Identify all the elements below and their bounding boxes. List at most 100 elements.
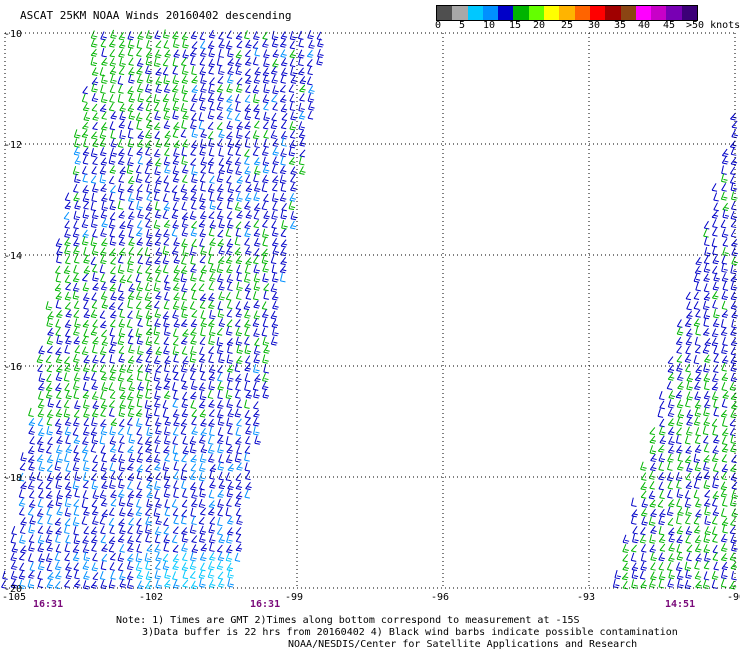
- wind-barb: [236, 40, 243, 49]
- wind-barb: [82, 193, 90, 203]
- wind-barb: [640, 472, 647, 481]
- wind-barb: [110, 570, 116, 580]
- wind-barb: [127, 525, 133, 535]
- wind-barb: [667, 356, 674, 365]
- wind-barb: [704, 506, 711, 516]
- wind-barb: [127, 256, 134, 266]
- wind-barb: [46, 364, 53, 373]
- wind-barb: [119, 191, 125, 201]
- wind-barb: [145, 571, 153, 581]
- wind-barb: [127, 299, 133, 309]
- wind-barb: [181, 346, 188, 355]
- wind-barb: [244, 30, 250, 40]
- lon-label: -105: [2, 592, 26, 603]
- wind-barb: [118, 327, 126, 338]
- wind-barb: [126, 426, 133, 436]
- wind-barb: [181, 527, 188, 535]
- wind-barb: [90, 427, 98, 436]
- wind-barb: [37, 543, 44, 553]
- wind-barb: [180, 57, 187, 67]
- wind-barb: [101, 193, 108, 202]
- wind-barb: [72, 273, 80, 283]
- wind-barb: [720, 488, 728, 498]
- wind-barb: [144, 165, 151, 175]
- wind-barb: [55, 526, 62, 535]
- wind-barb: [101, 201, 108, 211]
- wind-barb: [209, 542, 215, 552]
- wind-barb: [261, 309, 269, 319]
- wind-barb: [37, 443, 45, 453]
- wind-barb: [54, 552, 61, 562]
- wind-barb: [82, 121, 89, 130]
- wind-barb: [153, 355, 161, 365]
- wind-barb: [135, 562, 143, 572]
- wind-barb: [199, 101, 207, 111]
- wind-barb: [209, 175, 215, 184]
- wind-barb: [119, 578, 127, 588]
- wind-barb: [631, 562, 639, 572]
- wind-barb: [290, 174, 296, 184]
- wind-barb: [226, 120, 233, 130]
- wind-barb: [100, 408, 106, 418]
- wind-barb: [712, 507, 720, 516]
- wind-barb: [163, 470, 171, 481]
- wind-barb: [704, 489, 711, 498]
- wind-barb: [200, 129, 207, 139]
- wind-barb: [64, 201, 72, 210]
- wind-barb: [721, 272, 729, 282]
- wind-barb: [155, 247, 163, 257]
- wind-barb: [730, 401, 738, 410]
- wind-barb: [209, 426, 215, 437]
- wind-barb: [128, 434, 136, 444]
- wind-barb: [119, 525, 126, 535]
- wind-barb: [99, 67, 106, 77]
- wind-barb: [641, 516, 648, 526]
- wind-barb: [279, 84, 286, 93]
- wind-barb: [262, 389, 270, 399]
- wind-barb: [172, 328, 179, 338]
- wind-barb: [686, 463, 693, 473]
- wind-barb: [198, 472, 206, 482]
- wind-barb: [631, 569, 639, 580]
- wind-barb: [199, 300, 206, 309]
- wind-barb: [262, 31, 268, 40]
- wind-barb: [82, 480, 89, 489]
- scale-swatch: [635, 6, 652, 20]
- wind-barb: [109, 283, 116, 292]
- wind-barb: [200, 327, 206, 337]
- wind-barb: [163, 40, 170, 49]
- wind-barb: [227, 193, 234, 202]
- wind-barb: [91, 166, 97, 175]
- wind-barb: [92, 112, 99, 121]
- wind-barb: [226, 488, 234, 498]
- wind-barb: [109, 212, 116, 221]
- wind-barb: [137, 255, 144, 265]
- wind-barb: [711, 210, 719, 219]
- wind-barb: [19, 562, 25, 572]
- wind-barb: [172, 409, 180, 418]
- wind-barb: [667, 418, 675, 427]
- wind-barb: [217, 489, 224, 498]
- wind-barb: [73, 192, 80, 202]
- wind-barb: [28, 534, 35, 543]
- wind-barb: [216, 56, 223, 67]
- wind-barb: [155, 381, 162, 391]
- wind-barb: [135, 112, 143, 122]
- wind-barb: [73, 309, 80, 319]
- wind-barb: [10, 579, 18, 589]
- wind-barb: [164, 49, 171, 58]
- wind-barb: [225, 227, 232, 238]
- wind-barb: [235, 373, 242, 383]
- wind-barb: [191, 220, 198, 229]
- wind-barb: [38, 462, 45, 472]
- wind-barb: [180, 426, 187, 436]
- wind-barb: [180, 265, 188, 274]
- wind-barb: [281, 113, 288, 121]
- wind-barb: [711, 382, 719, 391]
- wind-barb: [235, 336, 243, 346]
- wind-barb: [28, 553, 34, 563]
- wind-barb: [307, 30, 314, 40]
- wind-barb: [136, 265, 143, 274]
- wind-barb: [235, 543, 243, 552]
- wind-barb: [722, 524, 728, 534]
